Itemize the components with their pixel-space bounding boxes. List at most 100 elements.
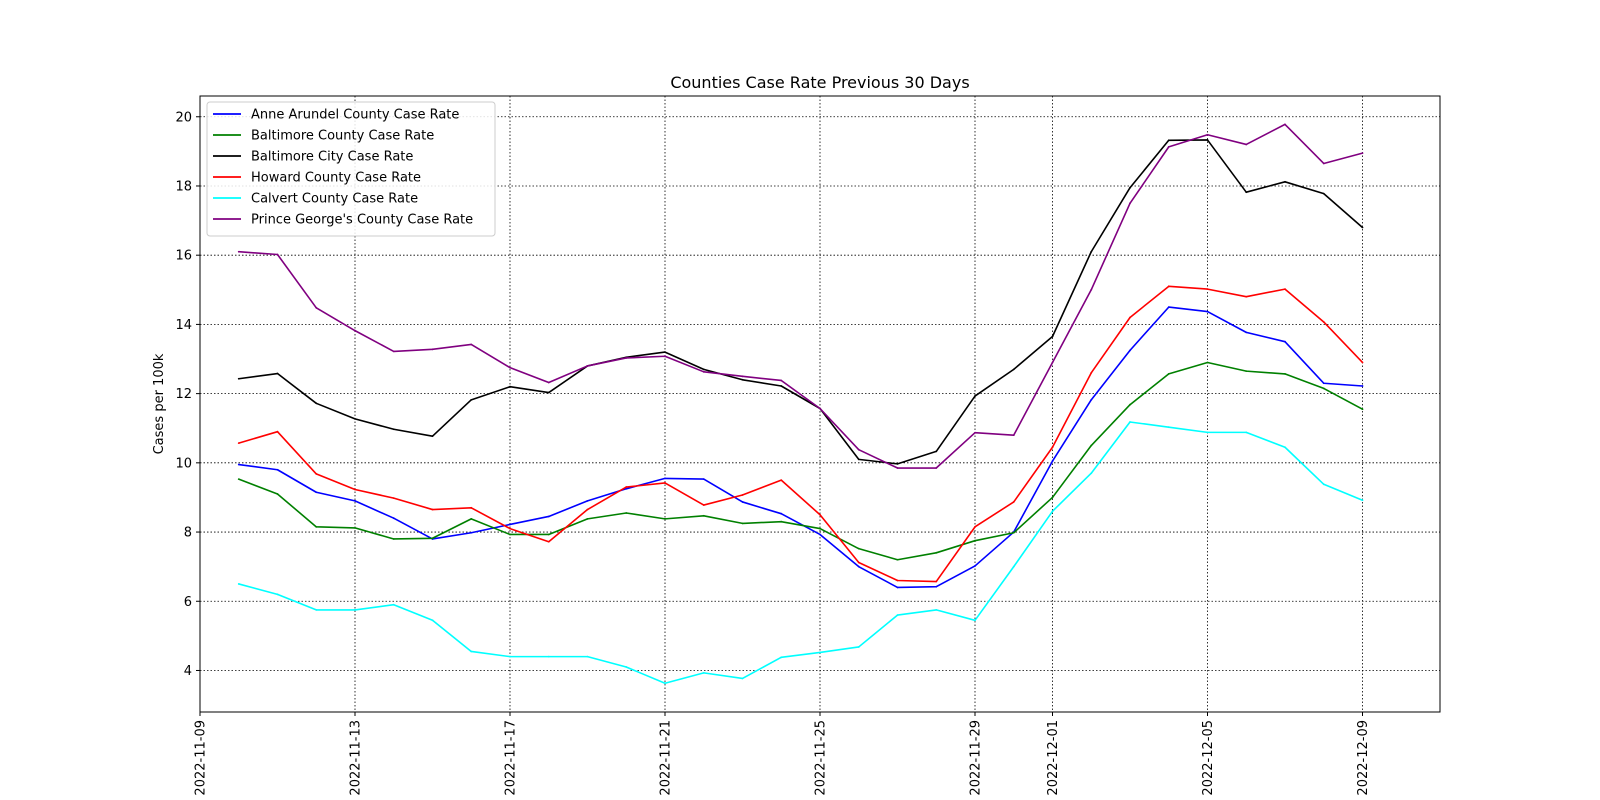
data-point (1284, 180, 1286, 183)
data-point (586, 365, 589, 367)
data-point (1051, 446, 1054, 449)
data-point (354, 488, 356, 491)
x-tick-label: 2022-11-09 (194, 720, 209, 796)
gridlines (199, 96, 1440, 712)
x-tick-label: 2022-11-21 (659, 720, 674, 796)
data-point (1090, 398, 1093, 401)
data-point (509, 366, 511, 369)
data-point (780, 479, 783, 482)
data-point (1012, 434, 1015, 437)
data-point (392, 517, 395, 520)
data-point (470, 517, 473, 520)
series-line (238, 285, 1364, 583)
data-point (1129, 403, 1131, 406)
data-point (431, 619, 434, 622)
data-point (664, 517, 666, 520)
series-line (238, 139, 1364, 465)
data-point (509, 527, 511, 530)
data-point (470, 506, 473, 509)
y-tick-label: 16 (175, 249, 192, 264)
data-point (1245, 331, 1248, 334)
data-point (315, 473, 318, 475)
legend-entry: Prince George's County Case Rate (251, 213, 473, 228)
data-point (702, 478, 705, 480)
series-line (238, 361, 1363, 561)
data-point (1284, 288, 1286, 291)
data-point (1051, 510, 1054, 513)
data-point (857, 646, 860, 648)
data-point (315, 491, 318, 494)
data-point (1129, 349, 1131, 352)
data-point (354, 526, 356, 529)
data-point (354, 329, 356, 332)
data-point (935, 450, 938, 453)
data-point (974, 431, 976, 434)
data-point (780, 385, 783, 387)
series-line (238, 421, 1363, 685)
data-point (392, 497, 395, 500)
series-lines (237, 123, 1364, 685)
data-point (1284, 446, 1286, 449)
series-line (238, 306, 1363, 589)
chart-title: Counties Case Rate Previous 30 Days (670, 73, 969, 92)
data-point (547, 533, 550, 536)
data-point (1090, 371, 1093, 374)
data-point (1206, 133, 1209, 136)
data-point (354, 417, 356, 420)
y-tick-label: 12 (175, 387, 192, 402)
legend-entry: Howard County Case Rate (251, 171, 421, 186)
data-point (315, 609, 318, 611)
data-point (354, 499, 356, 502)
data-point (547, 540, 550, 543)
data-point (1090, 444, 1093, 447)
data-point (276, 493, 279, 495)
data-point (935, 467, 938, 469)
data-point (586, 517, 589, 520)
legend-entry: Baltimore City Case Rate (251, 150, 413, 165)
data-point (625, 357, 628, 359)
data-point (857, 448, 860, 451)
data-point (237, 377, 240, 380)
data-point (625, 666, 628, 668)
data-point (741, 522, 744, 525)
y-tick-label: 14 (175, 318, 192, 333)
data-point (392, 350, 395, 353)
series-line (238, 123, 1363, 469)
data-point (702, 370, 705, 373)
data-point (1206, 288, 1209, 291)
data-point (1206, 361, 1209, 364)
data-point (1167, 145, 1170, 148)
data-point (1012, 565, 1015, 568)
data-point (431, 435, 434, 438)
legend-entry: Anne Arundel County Case Rate (251, 108, 459, 123)
data-point (935, 580, 938, 583)
data-point (935, 609, 938, 611)
x-axis: 2022-11-09 2022-11-13 2022-11-17 2022-11-21… (194, 712, 1371, 796)
data-point (1361, 152, 1364, 155)
data-point (237, 478, 240, 480)
data-point (974, 539, 976, 542)
data-point (780, 520, 783, 523)
data-point (1322, 483, 1325, 486)
data-point (625, 512, 628, 514)
data-point (509, 523, 511, 526)
data-point (1167, 139, 1170, 142)
data-point (1167, 372, 1170, 375)
data-point (1012, 531, 1015, 534)
data-point (1129, 316, 1131, 319)
y-tick-label: 10 (175, 456, 192, 471)
data-point (547, 381, 550, 384)
data-point (276, 372, 279, 375)
data-point (237, 463, 240, 466)
data-point (1051, 460, 1054, 463)
data-point (935, 551, 938, 554)
data-point (780, 379, 783, 382)
data-point (896, 462, 899, 465)
data-point (1090, 250, 1093, 253)
data-point (1245, 191, 1248, 194)
data-point (741, 378, 744, 381)
data-point (741, 677, 744, 680)
x-tick-label: 2022-12-05 (1201, 720, 1216, 796)
data-point (819, 527, 821, 530)
